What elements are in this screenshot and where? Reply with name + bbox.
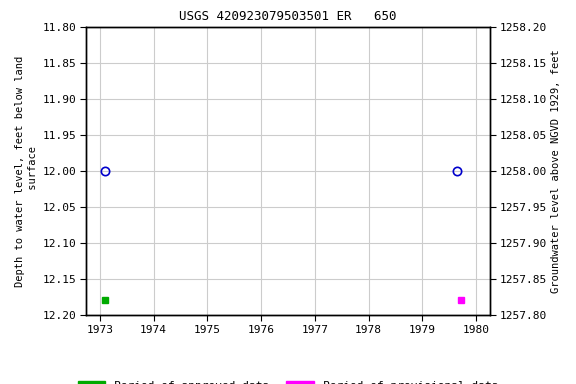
Y-axis label: Depth to water level, feet below land
 surface: Depth to water level, feet below land su… xyxy=(15,55,38,286)
Y-axis label: Groundwater level above NGVD 1929, feet: Groundwater level above NGVD 1929, feet xyxy=(551,49,562,293)
Legend: Period of approved data, Period of provisional data: Period of approved data, Period of provi… xyxy=(73,376,503,384)
Title: USGS 420923079503501 ER   650: USGS 420923079503501 ER 650 xyxy=(179,10,397,23)
